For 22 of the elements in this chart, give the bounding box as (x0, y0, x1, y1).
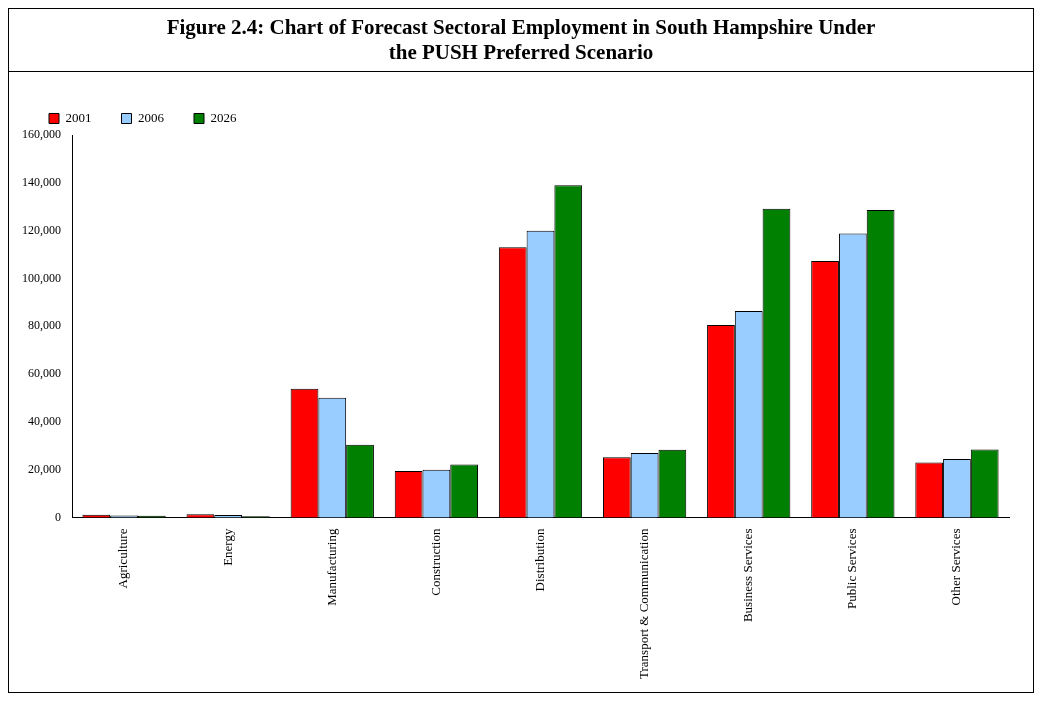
y-tick-label: 60,000 (28, 366, 61, 381)
y-tick-label: 100,000 (22, 270, 61, 285)
y-tick-label: 140,000 (22, 174, 61, 189)
chart-title: Figure 2.4: Chart of Forecast Sectoral Employment in South Hampshire Under the PUSH Preferred Scenario (9, 9, 1033, 72)
x-tick-label: Transport & Communication (636, 528, 652, 679)
x-tick-label: Distribution (531, 528, 547, 592)
x-tick-label: Agriculture (115, 528, 131, 589)
y-tick-label: 80,000 (28, 318, 61, 333)
y-tick-label: 40,000 (28, 414, 61, 429)
x-tick-label: Manufacturing (323, 528, 339, 606)
legend-label: 2006 (138, 109, 165, 125)
legend-label: 2001 (65, 109, 92, 125)
x-tick-label: Other Services (948, 528, 964, 606)
x-tick-label: Construction (427, 528, 443, 596)
x-tick-label: Public Services (844, 528, 860, 610)
y-tick-label: 120,000 (22, 222, 61, 237)
x-tick-label: Business Services (740, 528, 756, 623)
legend-label: 2026 (210, 109, 237, 125)
y-tick-label: 20,000 (28, 461, 61, 476)
y-tick-label: 0 (55, 509, 61, 524)
x-tick-label: Energy (219, 528, 235, 566)
y-tick-label: 160,000 (22, 127, 61, 142)
